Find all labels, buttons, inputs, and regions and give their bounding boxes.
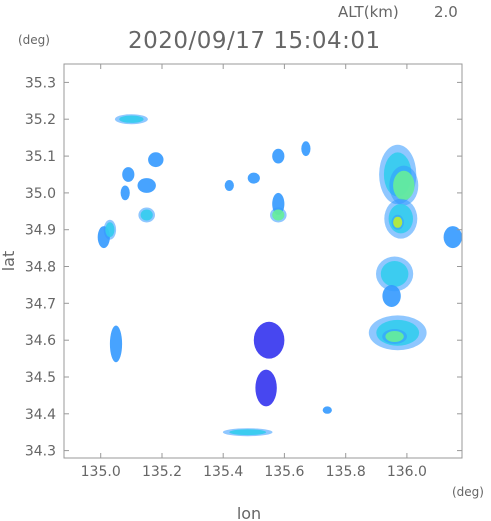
echo-cell-21 [301,141,311,157]
echo-cell-3 [393,216,403,228]
echo-cell-20 [272,148,285,164]
echo-cell-26 [119,115,144,123]
altitude-value: 2.0 [434,3,458,21]
x-tick-label-5: 136.0 [387,464,427,480]
echo-layer [97,114,462,437]
echo-cell-4 [443,226,462,249]
echo-cell-19 [272,209,285,221]
x-axis-label: lon [237,504,261,521]
echo-cell-13 [140,209,153,221]
echo-cell-11 [122,167,135,182]
echo-cell-10 [137,178,156,193]
y-tick-label-9: 35.2 [25,112,56,128]
timestamp-title: 2020/09/17 15:04:01 [128,28,381,54]
y-tick-label-1: 34.4 [25,407,56,423]
y-tick-labels: 34.3 34.4 34.5 34.6 34.7 34.8 34.9 35.0 35.1 35.2… [25,75,56,459]
echo-cell-5 [380,261,409,287]
x-unit-label: (deg) [452,485,484,499]
y-tick-label-8: 35.1 [25,149,56,165]
x-tick-label-0: 135.0 [81,464,121,480]
echo-cell-15 [105,222,115,238]
echo-cell-17 [247,172,260,184]
x-tick-label-4: 135.8 [326,464,366,480]
echo-cell-9 [148,152,164,168]
echo-cell-16 [109,325,123,363]
y-tick-label-5: 34.8 [25,260,56,276]
y-tick-label-7: 35.0 [25,186,56,202]
echo-cell-23 [253,321,285,359]
y-tick-label-0: 34.3 [25,444,56,460]
echo-cell-8 [385,331,404,342]
x-tick-labels: 135.0 135.2 135.4 135.6 135.8 136.0 [81,464,427,480]
echo-cell-6 [382,285,401,307]
echo-cell-1 [393,170,415,201]
echo-cell-25 [322,406,332,414]
y-unit-label: (deg) [18,33,50,47]
x-tick-label-3: 135.6 [264,464,304,480]
plot-frame [63,63,463,459]
y-tick-label-6: 34.9 [25,223,56,239]
echo-cell-27 [229,429,267,436]
y-tick-label-10: 35.3 [25,75,56,91]
y-tick-label-4: 34.7 [25,296,56,312]
x-tick-label-1: 135.2 [142,464,182,480]
echo-cell-22 [224,180,234,191]
echo-cell-24 [255,369,277,407]
y-tick-label-2: 34.5 [25,370,56,386]
y-axis-label: lat [0,251,18,272]
x-tick-label-2: 135.4 [203,464,243,480]
y-tick-label-3: 34.6 [25,333,56,349]
altitude-label: ALT(km) [338,3,399,21]
axis-ticks [64,64,462,458]
echo-cell-12 [120,185,130,201]
